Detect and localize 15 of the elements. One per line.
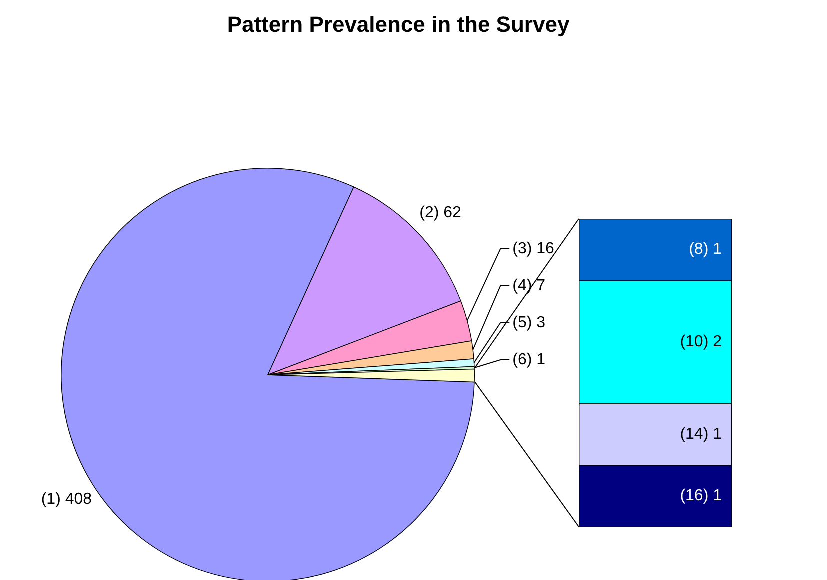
slice-label: (5) 3 [512,314,546,332]
slice-label: (3) 16 [512,240,555,258]
slice-label: (2) 62 [420,204,462,222]
slice-label: (1) 408 [41,490,92,508]
data-label: 1 [713,426,722,444]
data-label: 1 [713,488,722,505]
chart-title: Pattern Prevalence in the Survey [226,12,571,38]
series-label: (10) [680,334,709,351]
series-label: (16) [680,488,709,505]
series-label: (8) [689,241,709,258]
slice-label: (6) 1 [512,351,546,368]
series-label: (14) [680,426,709,444]
data-label: 2 [713,334,722,351]
slice-label: (4) 7 [512,277,546,294]
data-label: 1 [713,241,722,258]
